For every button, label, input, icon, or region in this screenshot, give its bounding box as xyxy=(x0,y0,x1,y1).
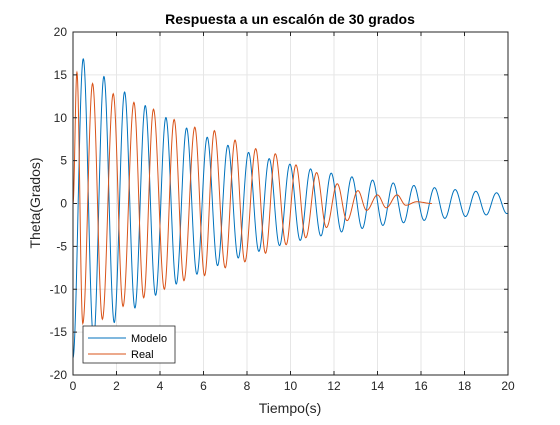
chart-title: Respuesta a un escalón de 30 grados xyxy=(165,11,415,27)
x-tick-label: 10 xyxy=(284,379,298,393)
ticks: 0 2 4 6 8 10 12 14 16 18 20 -20 -15 -10 -5 0 5 10 15 20 xyxy=(50,25,515,393)
y-tick-label: 0 xyxy=(60,197,67,211)
series-lines xyxy=(73,58,508,359)
x-axis-label: Tiempo(s) xyxy=(259,400,322,416)
legend-box xyxy=(82,325,176,364)
x-tick-label: 0 xyxy=(70,379,77,393)
y-tick-label: 10 xyxy=(54,111,68,125)
x-tick-label: 20 xyxy=(501,379,515,393)
x-tick-label: 16 xyxy=(414,379,428,393)
x-tick-label: 4 xyxy=(157,379,164,393)
series-line-modelo xyxy=(73,58,508,359)
legend-label-modelo: Modelo xyxy=(131,333,167,345)
y-tick-label: 5 xyxy=(60,154,67,168)
x-tick-label: 14 xyxy=(371,379,385,393)
y-tick-label: -20 xyxy=(50,368,68,382)
y-tick-label: -15 xyxy=(50,325,68,339)
x-tick-label: 12 xyxy=(327,379,341,393)
legend-label-real: Real xyxy=(131,349,154,361)
y-tick-label: 20 xyxy=(54,25,68,39)
x-tick-label: 8 xyxy=(244,379,251,393)
y-tick-label: -10 xyxy=(50,282,68,296)
series-line-real xyxy=(73,70,432,326)
y-axis-label: Theta(Grados) xyxy=(27,157,43,248)
legend: Modelo Real xyxy=(82,325,176,364)
x-tick-label: 6 xyxy=(200,379,207,393)
y-tick-label: 15 xyxy=(54,68,68,82)
x-tick-label: 18 xyxy=(458,379,472,393)
y-tick-label: -5 xyxy=(56,239,67,253)
x-tick-label: 2 xyxy=(113,379,120,393)
